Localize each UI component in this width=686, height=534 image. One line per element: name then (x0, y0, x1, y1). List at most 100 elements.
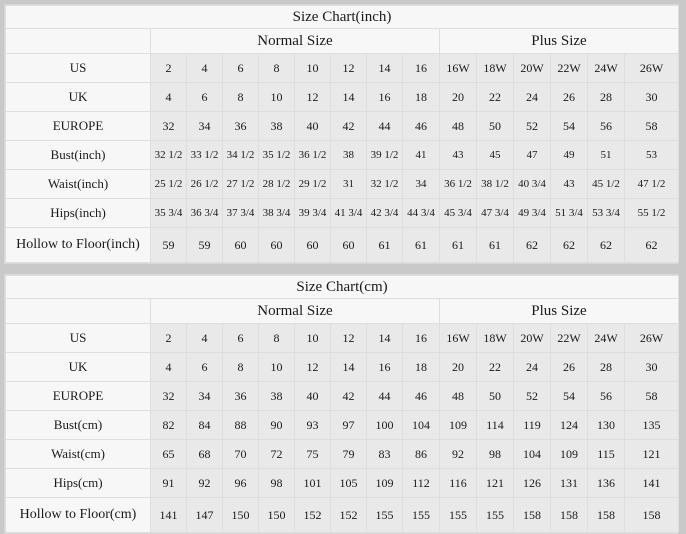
row-header-label: EUROPE (5, 381, 151, 411)
data-cell: 124 (550, 410, 588, 440)
data-cell: 25 1/2 (150, 169, 187, 199)
data-cell: 158 (513, 497, 551, 533)
data-cell: 29 1/2 (294, 169, 331, 199)
group-header-normal-size: Normal Size (150, 28, 440, 54)
data-cell: 4 (150, 352, 187, 382)
data-cell: 24 (513, 352, 551, 382)
data-cell: 91 (150, 468, 187, 498)
data-cell: 116 (439, 468, 477, 498)
data-cell: 6 (222, 323, 259, 353)
data-cell: 60 (294, 227, 331, 263)
data-cell: 152 (294, 497, 331, 533)
data-cell: 20W (513, 323, 551, 353)
data-cell: 109 (550, 439, 588, 469)
data-cell: 36 1/2 (294, 140, 331, 170)
data-cell: 14 (366, 53, 403, 83)
data-cell: 38 (258, 111, 295, 141)
data-cell: 52 (513, 381, 551, 411)
data-cell: 47 (513, 140, 551, 170)
data-cell: 18 (402, 82, 440, 112)
group-header-normal-size: Normal Size (150, 298, 440, 324)
row-hollow-to-floor: Hollow to Floor(inch) 59 59 60 60 60 60 61 61 61 6… (5, 227, 679, 263)
row-header-label: Hollow to Floor(cm) (5, 497, 151, 533)
data-cell: 61 (402, 227, 440, 263)
data-cell: 6 (186, 352, 223, 382)
data-cell: 16 (402, 53, 440, 83)
data-cell: 104 (402, 410, 440, 440)
data-cell: 12 (294, 352, 331, 382)
data-cell: 115 (587, 439, 625, 469)
data-cell: 12 (294, 82, 331, 112)
data-cell: 38 (258, 381, 295, 411)
data-cell: 36 3/4 (186, 198, 223, 228)
data-cell: 16W (439, 323, 477, 353)
data-cell: 24W (587, 53, 625, 83)
data-cell: 45 3/4 (439, 198, 477, 228)
group-header-plus-size: Plus Size (439, 28, 679, 54)
data-cell: 30 (624, 82, 679, 112)
data-cell: 155 (366, 497, 403, 533)
data-cell: 46 (402, 111, 440, 141)
data-cell: 8 (258, 323, 295, 353)
cm-table-body: Size Chart(cm) Normal Size Plus Size US 2 4 6 8… (5, 275, 679, 533)
data-cell: 36 (222, 111, 259, 141)
data-cell: 39 1/2 (366, 140, 403, 170)
data-cell: 58 (624, 111, 679, 141)
data-cell: 70 (222, 439, 259, 469)
data-cell: 61 (439, 227, 477, 263)
data-cell: 121 (624, 439, 679, 469)
data-cell: 105 (330, 468, 367, 498)
row-header-label: Waist(inch) (5, 169, 151, 199)
data-cell: 42 3/4 (366, 198, 403, 228)
row-europe: EUROPE 32 34 36 38 40 42 44 46 48 50 52 54 56 58 (5, 381, 679, 411)
data-cell: 44 (366, 381, 403, 411)
row-us: US 2 4 6 8 10 12 14 16 16W 18W 20W 22W 24W 26W (5, 323, 679, 353)
data-cell: 22W (550, 53, 588, 83)
data-cell: 42 (330, 111, 367, 141)
row-hollow-to-floor: Hollow to Floor(cm) 141 147 150 150 152 152 155… (5, 497, 679, 533)
group-header-row: Normal Size Plus Size (5, 298, 679, 324)
data-cell: 16 (366, 352, 403, 382)
data-cell: 50 (476, 111, 514, 141)
data-cell: 58 (624, 381, 679, 411)
data-cell: 96 (222, 468, 259, 498)
data-cell: 4 (186, 323, 223, 353)
data-cell: 10 (258, 82, 295, 112)
row-header-label: US (5, 323, 151, 353)
data-cell: 35 3/4 (150, 198, 187, 228)
data-cell: 60 (330, 227, 367, 263)
data-cell: 10 (258, 352, 295, 382)
row-header-label: Hips(cm) (5, 468, 151, 498)
data-cell: 42 (330, 381, 367, 411)
data-cell: 40 (294, 381, 331, 411)
data-cell: 14 (330, 352, 367, 382)
data-cell: 38 (330, 140, 367, 170)
data-cell: 61 (476, 227, 514, 263)
group-header-row: Normal Size Plus Size (5, 28, 679, 54)
data-cell: 52 (513, 111, 551, 141)
data-cell: 32 1/2 (366, 169, 403, 199)
data-cell: 43 (550, 169, 588, 199)
data-cell: 8 (222, 82, 259, 112)
data-cell: 59 (186, 227, 223, 263)
row-header-label: Waist(cm) (5, 439, 151, 469)
size-chart-cm-block: Size Chart(cm) Normal Size Plus Size US 2 4 6 8… (4, 274, 679, 534)
size-chart-inch-block: Size Chart(inch) Normal Size Plus Size US 2 4… (4, 4, 679, 264)
data-cell: 47 1/2 (624, 169, 679, 199)
data-cell: 24 (513, 82, 551, 112)
data-cell: 54 (550, 111, 588, 141)
row-header-label: UK (5, 82, 151, 112)
data-cell: 62 (513, 227, 551, 263)
data-cell: 26W (624, 323, 679, 353)
row-uk: UK 4 6 8 10 12 14 16 18 20 22 24 26 28 30 (5, 82, 679, 112)
data-cell: 158 (587, 497, 625, 533)
data-cell: 62 (587, 227, 625, 263)
data-cell: 40 (294, 111, 331, 141)
data-cell: 28 (587, 82, 625, 112)
size-chart-cm-table: Size Chart(cm) Normal Size Plus Size US 2 4 6 8… (5, 275, 679, 533)
data-cell: 34 (186, 381, 223, 411)
chart-title: Size Chart(inch) (5, 5, 679, 29)
data-cell: 93 (294, 410, 331, 440)
data-cell: 131 (550, 468, 588, 498)
data-cell: 86 (402, 439, 440, 469)
